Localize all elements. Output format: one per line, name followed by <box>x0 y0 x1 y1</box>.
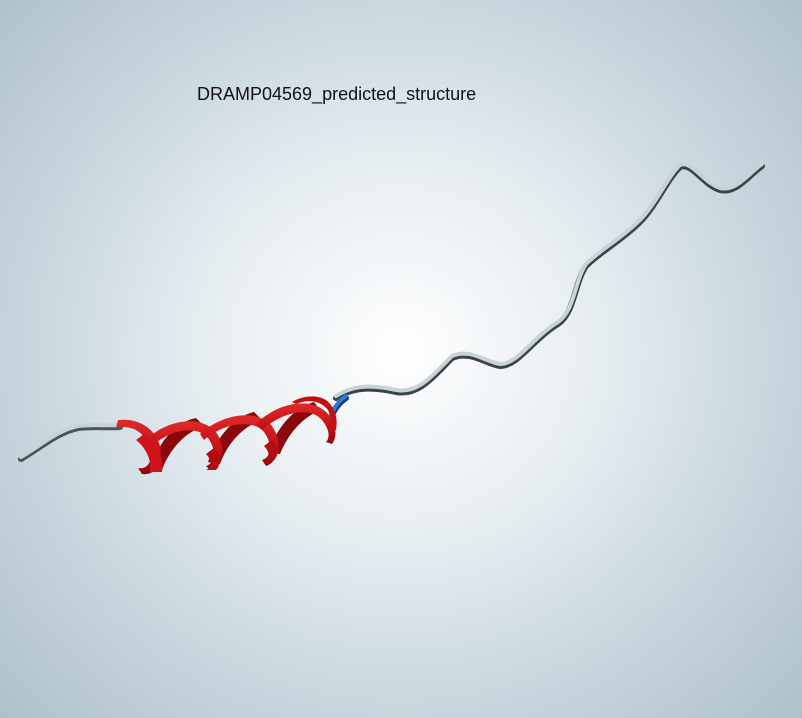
coil-c-terminal <box>333 162 765 401</box>
coil-n-terminal <box>18 423 123 462</box>
alpha-helix <box>116 396 337 475</box>
structure-title: DRAMP04569_predicted_structure <box>197 84 477 104</box>
